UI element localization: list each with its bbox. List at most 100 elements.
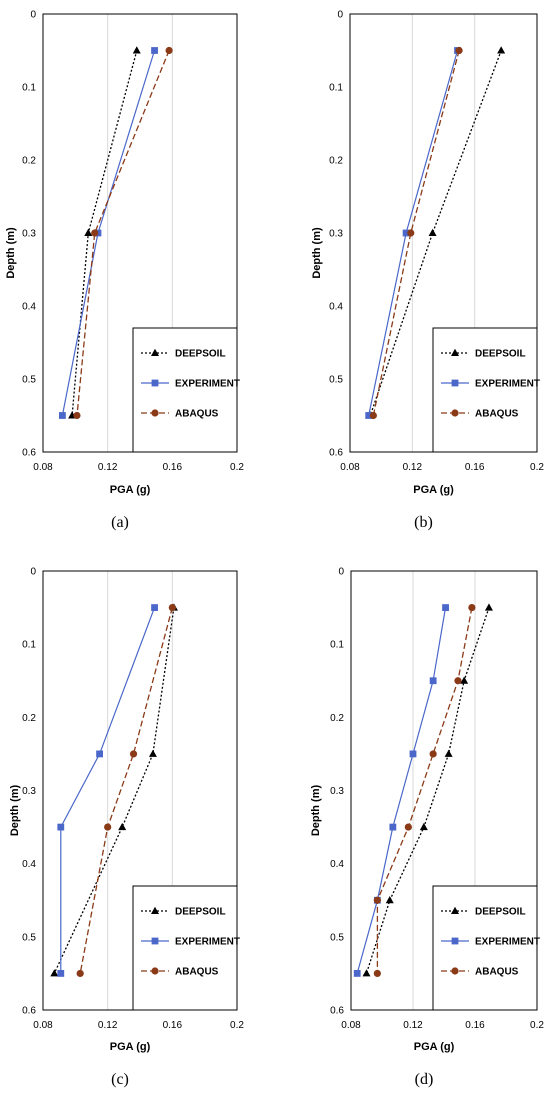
y-tick-label: 0.2: [22, 156, 36, 167]
y-tick-label: 0.1: [330, 640, 344, 651]
y-tick-label: 0: [30, 10, 36, 21]
data-point-circle: [455, 46, 463, 55]
x-tick-label: 0.16: [163, 1020, 183, 1031]
data-point-triangle: [151, 348, 159, 356]
x-tick-label: 0.2: [230, 1020, 244, 1031]
legend: DEEPSOIL EXPERIMENT ABAQUS: [132, 885, 240, 1011]
data-point-triangle: [419, 822, 428, 831]
y-tick-label: 0: [338, 567, 344, 578]
data-point-square: [389, 823, 397, 831]
y-tick-label: 0.2: [22, 713, 36, 724]
x-tick-label: 0.12: [403, 1020, 423, 1031]
x-tick-label: 0.12: [403, 462, 423, 473]
data-point-circle: [369, 411, 377, 420]
data-point-square: [442, 604, 449, 611]
x-tick-label: 0.08: [33, 462, 53, 473]
y-tick-label: 0.3: [330, 786, 344, 797]
legend-label: ABAQUS: [175, 409, 219, 420]
series-line-deepsoil: [53, 607, 175, 974]
data-point-square: [151, 47, 158, 54]
data-point-square: [57, 823, 65, 831]
data-point-triangle: [84, 228, 93, 236]
x-axis-label: PGA (g): [110, 484, 151, 496]
data-point-triangle: [151, 906, 159, 914]
data-point-square: [451, 379, 459, 387]
y-tick-label: 0.6: [22, 448, 36, 459]
y-tick-label: 0.5: [329, 375, 343, 386]
x-tick-label: 0.2: [230, 462, 244, 473]
data-point-square: [409, 750, 417, 758]
series-deepsoil: [362, 603, 493, 977]
series-line-deepsoil: [365, 607, 490, 974]
series-abaqus: [369, 46, 463, 420]
y-tick-label: 0.1: [329, 83, 343, 94]
x-tick-label: 0.08: [340, 462, 360, 473]
data-point-square: [57, 970, 65, 977]
data-point-triangle: [50, 969, 59, 977]
x-axis-label: PGA (g): [110, 1041, 151, 1053]
data-point-circle: [151, 967, 159, 975]
legend-box: [132, 885, 238, 1011]
y-tick-label: 0: [337, 10, 343, 21]
data-point-circle: [168, 603, 176, 612]
data-point-square: [151, 379, 159, 387]
panel-caption: (a): [111, 514, 129, 531]
y-tick-label: 0.1: [22, 640, 36, 651]
legend-label: DEEPSOIL: [175, 907, 226, 918]
chart-panel-a: 0 0.1 0.2 0.3 0.4 0.5 0.6 0.08 0.12 0.16 0.2 PGA (g…: [5, 10, 244, 532]
data-point-circle: [404, 823, 412, 831]
x-tick-label: 0.16: [163, 462, 183, 473]
data-point-circle: [451, 409, 459, 417]
y-tick-label: 0.5: [22, 932, 36, 943]
data-point-triangle: [362, 969, 371, 977]
series-experiment: [57, 604, 158, 977]
data-point-triangle: [118, 822, 127, 831]
legend: DEEPSOIL EXPERIMENT ABAQUS: [432, 885, 540, 1011]
x-tick-label: 0.12: [98, 462, 118, 473]
y-tick-label: 0.6: [329, 448, 343, 459]
y-tick-label: 0.6: [22, 1006, 36, 1017]
y-tick-label: 0.6: [330, 1006, 344, 1017]
y-tick-label: 0.2: [330, 713, 344, 724]
panel-caption: (d): [415, 1071, 434, 1088]
legend-label: DEEPSOIL: [475, 907, 526, 918]
x-tick-label: 0.2: [530, 1020, 544, 1031]
chart-panel-d: 0 0.1 0.2 0.3 0.4 0.5 0.6 0.08 0.12 0.16 0.2 PGA (g…: [310, 567, 544, 1089]
data-point-square: [59, 412, 66, 419]
y-tick-label: 0.4: [330, 859, 344, 870]
data-point-square: [151, 604, 158, 611]
x-tick-label: 0.16: [465, 462, 485, 473]
data-point-square: [353, 970, 361, 977]
y-tick-label: 0.4: [329, 302, 343, 313]
data-point-circle: [407, 229, 415, 237]
data-point-circle: [104, 823, 112, 831]
y-tick-label: 0: [30, 567, 36, 578]
legend-label: EXPERIMENT: [475, 937, 540, 948]
panel-caption: (c): [111, 1071, 129, 1088]
data-point-circle: [451, 967, 459, 975]
legend-label: DEEPSOIL: [475, 349, 526, 360]
data-point-triangle: [451, 348, 459, 356]
data-point-circle: [129, 750, 138, 758]
series-abaqus: [373, 603, 476, 978]
chart-panel-c: 0 0.1 0.2 0.3 0.4 0.5 0.6 0.08 0.12 0.16 0.2 PGA (g…: [9, 567, 244, 1089]
y-tick-label: 0.5: [22, 375, 36, 386]
legend-box: [132, 327, 238, 453]
data-point-circle: [73, 411, 81, 420]
data-point-triangle: [428, 228, 437, 236]
data-point-square: [365, 412, 373, 419]
data-point-circle: [76, 969, 84, 978]
data-point-triangle: [132, 46, 141, 54]
data-point-triangle: [444, 749, 453, 757]
legend-label: EXPERIMENT: [475, 379, 540, 390]
series-line-experiment: [60, 607, 156, 974]
series-deepsoil: [68, 46, 141, 419]
legend-label: ABAQUS: [475, 409, 519, 420]
data-point-square: [402, 229, 410, 237]
data-point-square: [96, 750, 103, 758]
legend-label: ABAQUS: [475, 967, 519, 978]
data-point-square: [151, 937, 159, 945]
x-axis-label: PGA (g): [413, 484, 454, 496]
data-point-square: [451, 937, 459, 945]
